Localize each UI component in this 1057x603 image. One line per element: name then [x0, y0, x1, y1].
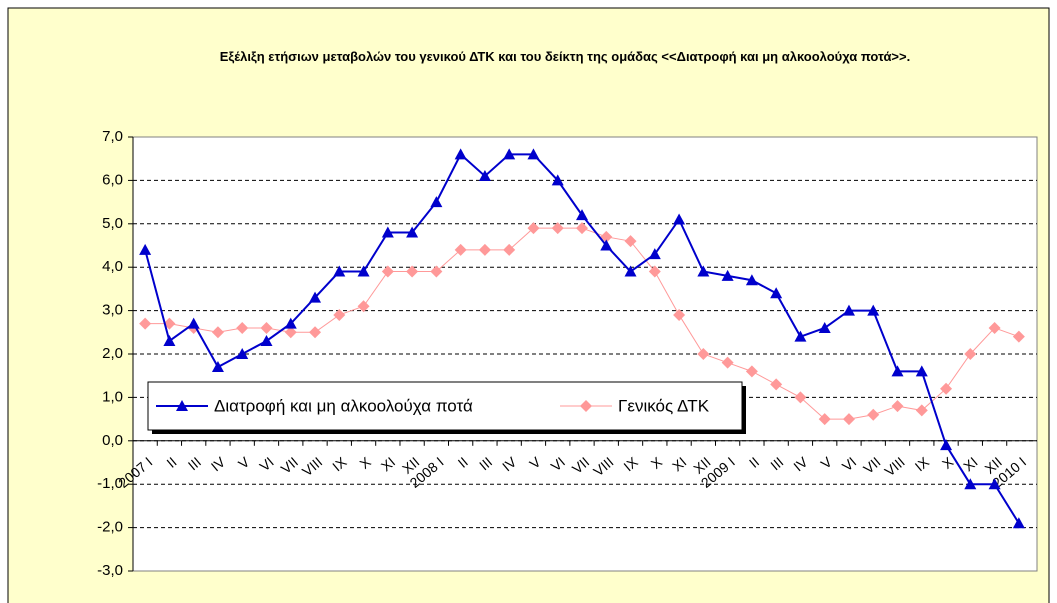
- marker: [697, 348, 710, 360]
- marker: [309, 326, 322, 339]
- marker: [770, 378, 783, 391]
- legend-label: Διατροφή και μη αλκοολούχα ποτά: [214, 396, 473, 415]
- y-tick-label: -1,0: [97, 475, 123, 492]
- marker: [333, 308, 346, 321]
- marker: [770, 287, 783, 299]
- y-tick-label: 6,0: [102, 171, 123, 188]
- marker: [842, 304, 855, 316]
- legend-label: Γενικός ΔΤΚ: [618, 396, 710, 415]
- marker: [648, 265, 661, 278]
- marker: [430, 196, 443, 208]
- marker: [357, 265, 370, 277]
- marker: [673, 308, 686, 321]
- marker: [818, 321, 831, 333]
- marker: [309, 291, 322, 303]
- marker: [551, 222, 564, 235]
- marker: [236, 348, 249, 359]
- marker: [915, 404, 928, 417]
- marker: [187, 317, 200, 329]
- marker: [940, 439, 953, 451]
- marker: [988, 321, 1001, 334]
- marker: [1012, 517, 1025, 529]
- marker: [964, 348, 977, 360]
- legend-marker: [176, 400, 188, 411]
- marker: [624, 265, 637, 277]
- marker: [333, 265, 346, 277]
- y-tick-label: 5,0: [102, 215, 123, 232]
- y-tick-label: 1,0: [102, 388, 123, 405]
- marker: [381, 265, 394, 278]
- marker: [551, 174, 564, 186]
- marker: [211, 326, 224, 339]
- y-tick-label: 4,0: [102, 258, 123, 275]
- marker: [915, 365, 928, 377]
- marker: [673, 213, 686, 225]
- marker: [842, 413, 855, 426]
- y-tick-label: 7,0: [102, 128, 123, 145]
- marker: [284, 317, 297, 329]
- marker: [430, 265, 443, 278]
- marker: [648, 248, 661, 260]
- marker: [940, 382, 953, 395]
- marker: [454, 148, 467, 160]
- marker: [381, 226, 394, 238]
- y-tick-label: 3,0: [102, 302, 123, 319]
- legend: [147, 381, 743, 431]
- y-tick-label: -3,0: [97, 562, 123, 579]
- marker: [600, 239, 613, 251]
- marker: [527, 148, 540, 160]
- marker: [818, 413, 831, 426]
- marker: [478, 170, 491, 182]
- marker: [988, 478, 1001, 490]
- marker: [867, 408, 880, 421]
- marker: [211, 361, 224, 373]
- y-tick-label: 2,0: [102, 345, 123, 362]
- chart-title: Εξέλιξη ετήσιων μεταβολών του γενικού ΔΤ…: [219, 49, 911, 64]
- marker: [163, 334, 176, 346]
- marker: [236, 321, 249, 334]
- marker: [891, 400, 904, 413]
- marker: [600, 230, 613, 243]
- marker: [139, 317, 152, 330]
- marker: [478, 243, 491, 256]
- marker: [891, 365, 904, 377]
- marker: [794, 330, 807, 342]
- marker: [745, 365, 758, 378]
- legend-marker: [580, 400, 592, 412]
- marker: [576, 222, 588, 235]
- marker: [527, 222, 540, 235]
- marker: [624, 235, 637, 248]
- marker: [357, 300, 370, 313]
- marker: [503, 243, 516, 256]
- marker: [721, 356, 734, 369]
- marker: [284, 326, 297, 339]
- marker: [794, 391, 807, 404]
- marker: [745, 274, 758, 286]
- y-tick-label: -2,0: [97, 519, 123, 536]
- marker: [454, 243, 467, 256]
- marker: [721, 269, 734, 281]
- marker: [964, 478, 977, 490]
- marker: [867, 304, 880, 316]
- marker: [576, 209, 588, 221]
- marker: [503, 148, 516, 160]
- y-tick-label: 0,0: [102, 432, 123, 449]
- marker: [260, 321, 273, 334]
- marker: [406, 265, 419, 278]
- marker: [406, 226, 419, 238]
- marker: [260, 334, 273, 346]
- marker: [139, 243, 152, 255]
- marker: [697, 265, 710, 277]
- marker: [1012, 330, 1025, 343]
